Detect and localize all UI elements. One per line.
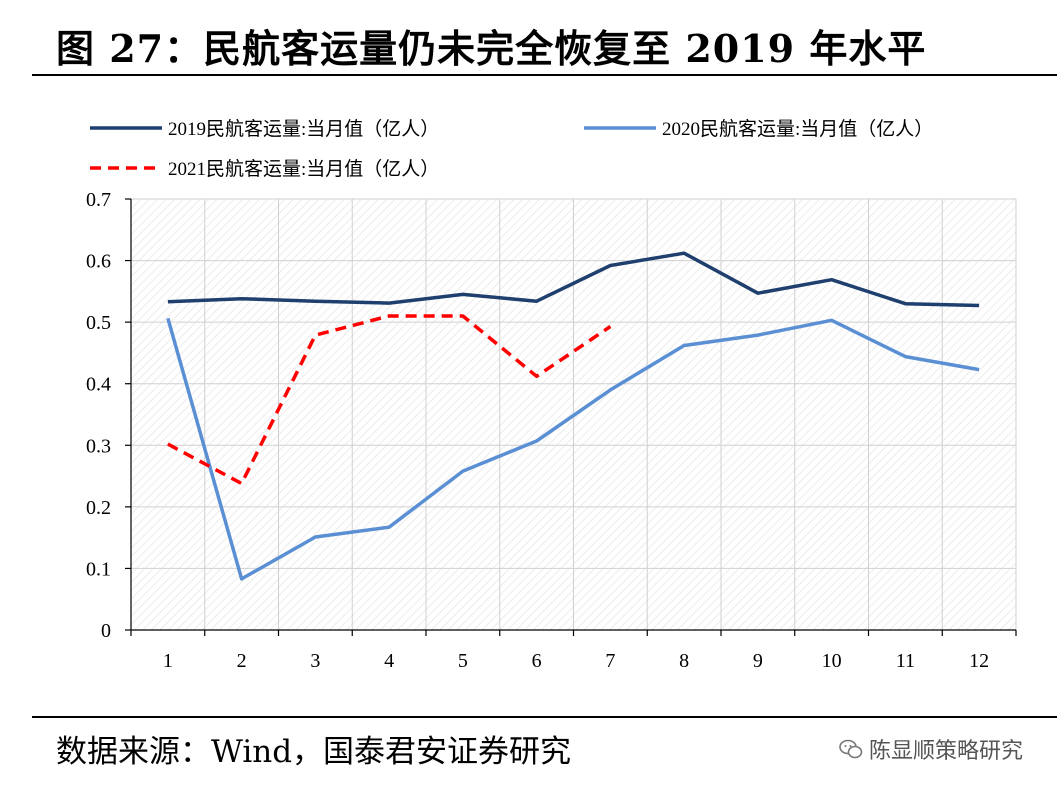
- source-note: 数据来源：Wind，国泰君安证券研究: [56, 734, 572, 770]
- series-lines: [166, 251, 980, 581]
- series-line-3: [167, 314, 612, 486]
- y-tick-label: 0.6: [86, 251, 111, 273]
- x-tick-label: 11: [896, 650, 915, 672]
- legend-label-1: 2019民航客运量:当月值（亿人）: [168, 118, 439, 140]
- y-tick-label: 0.5: [86, 312, 111, 334]
- x-tick-label: 3: [310, 650, 320, 672]
- y-tick-label: 0.1: [86, 558, 111, 580]
- watermark: 陈显顺策略研究: [839, 733, 1023, 765]
- x-tick-label: 1: [163, 650, 173, 672]
- watermark-text: 陈显顺策略研究: [868, 739, 1023, 764]
- figure-title: 图 27：民航客运量仍未完全恢复至 2019 年水平: [56, 26, 927, 71]
- title-divider: [32, 74, 1057, 76]
- x-tick-label: 10: [822, 650, 842, 672]
- line-chart: 2019民航客运量:当月值（亿人） 2020民航客运量:当月值（亿人） 2021民航…: [86, 118, 1017, 672]
- x-tick-label: 9: [753, 650, 763, 672]
- x-tick-label: 5: [458, 650, 468, 672]
- y-tick-label: 0.3: [86, 435, 111, 457]
- x-tick-label: 6: [532, 650, 542, 672]
- x-tick-label: 4: [384, 650, 394, 672]
- y-tick-label: 0.4: [86, 374, 111, 396]
- x-tick-label: 2: [237, 650, 247, 672]
- wechat-icon: [839, 739, 863, 759]
- y-tick-label: 0.7: [86, 189, 111, 211]
- x-tick-label: 12: [969, 650, 989, 672]
- legend-label-2: 2020民航客运量:当月值（亿人）: [662, 118, 933, 140]
- y-tick-label: 0.2: [86, 497, 111, 519]
- grid-lines: [131, 198, 1017, 630]
- x-tick-label: 8: [679, 650, 689, 672]
- tick-labels: 00.10.20.30.40.50.60.71 2 3 4 5 6 7 8 9 10 11 12: [86, 189, 989, 672]
- x-tick-label: 7: [605, 650, 615, 672]
- y-tick-label: 0: [101, 620, 111, 642]
- source-divider: [32, 716, 1057, 718]
- chart-legend: 2019民航客运量:当月值（亿人） 2020民航客运量:当月值（亿人） 2021民航…: [90, 118, 933, 180]
- series-line-1: [167, 251, 980, 308]
- series-line-2: [166, 317, 980, 581]
- axes: [125, 198, 1017, 636]
- legend-label-3: 2021民航客运量:当月值（亿人）: [168, 158, 439, 180]
